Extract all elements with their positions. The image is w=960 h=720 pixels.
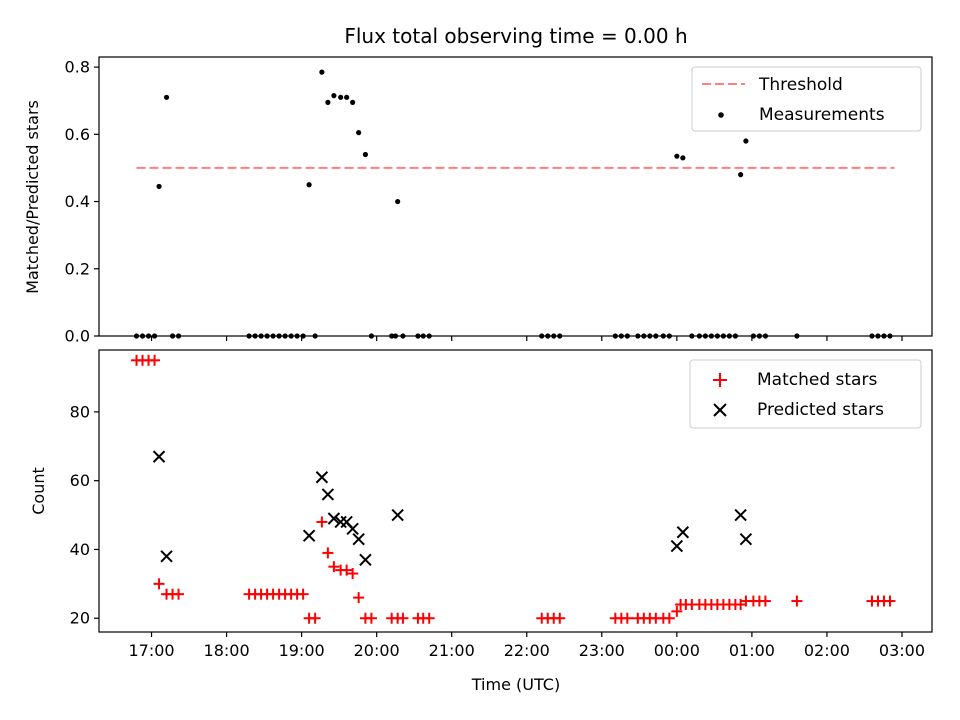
x-tick-label: 21:00 xyxy=(429,641,475,660)
x-tick-label: 17:00 xyxy=(128,641,174,660)
top-y-tick-label: 0.4 xyxy=(65,192,90,211)
matched-stars-point xyxy=(353,592,365,604)
matched-stars-point xyxy=(149,354,161,366)
predicted-stars-point xyxy=(346,522,359,536)
predicted-stars-point xyxy=(321,488,335,501)
x-tick-label: 01:00 xyxy=(729,641,775,660)
top-y-tick-label: 0.8 xyxy=(65,58,90,77)
matched-stars-point xyxy=(341,564,353,576)
measurement-point xyxy=(395,198,401,205)
measurement-point xyxy=(338,94,344,100)
top-legend-box xyxy=(691,66,922,132)
matched-stars-point xyxy=(423,612,435,624)
top-y-tick-label: 0.0 xyxy=(65,327,90,346)
predicted-stars-point xyxy=(739,532,753,546)
matched-stars-point xyxy=(791,595,803,607)
bottom-y-tick-label: 20 xyxy=(70,609,90,628)
predicted-stars-point xyxy=(391,508,404,522)
measurement-point xyxy=(356,130,362,136)
x-tick-label: 03:00 xyxy=(879,641,925,660)
top-axes: 0.0 0.2 0.4 0.6 0.8 xyxy=(65,58,903,346)
predicted-stars-point xyxy=(676,526,690,539)
measurement-point xyxy=(738,172,744,178)
top-panel: Matched/Predicted stars 0.00.20.40.60.8 … xyxy=(23,56,933,346)
matched-stars-point xyxy=(621,612,633,624)
x-tick-label: 23:00 xyxy=(579,641,625,660)
x-tick-label: 00:00 xyxy=(654,641,700,660)
x-tick-label: 19:00 xyxy=(279,641,325,660)
measurement-point xyxy=(743,138,749,144)
x-tick-label: 18:00 xyxy=(204,641,250,660)
predicted-stars-point xyxy=(352,532,365,546)
x-tick-label: 22:00 xyxy=(504,641,550,660)
legend-measurements-swatch xyxy=(718,112,724,118)
bottom-y-tick-label: 60 xyxy=(70,471,90,490)
x-tick-label: 20:00 xyxy=(354,641,400,660)
legend-matched-label: Matched stars xyxy=(757,370,877,390)
predicted-stars-point xyxy=(359,553,372,566)
legend-measurements-label: Measurements xyxy=(759,105,885,125)
bottom-plot-area xyxy=(131,354,896,624)
top-y-axis-label: Matched/Predicted stars xyxy=(23,100,42,294)
bottom-axes: 20 40 60 80 17:00 18:00 19:00 20:00 21:00 22:00 23… xyxy=(70,402,925,660)
predicted-stars-point xyxy=(160,550,173,563)
predicted-stars-point xyxy=(327,512,341,525)
predicted-stars-point xyxy=(152,450,166,463)
bottom-y-tick-label: 80 xyxy=(70,402,90,421)
matched-stars-point xyxy=(663,612,675,624)
matched-stars-point xyxy=(297,588,309,600)
measurement-point xyxy=(344,94,350,100)
legend-predicted-swatch xyxy=(713,403,727,417)
top-y-tick-label: 0.2 xyxy=(65,259,90,278)
top-panel-frame xyxy=(98,56,933,337)
top-legend: Threshold Measurements xyxy=(691,66,922,132)
legend-predicted-label: Predicted stars xyxy=(757,400,884,420)
measurement-point xyxy=(362,151,369,158)
matched-stars-point xyxy=(347,568,359,580)
chart-title: Flux total observing time = 0.00 h xyxy=(344,24,687,48)
predicted-stars-point xyxy=(302,529,316,542)
matched-stars-point xyxy=(397,612,409,624)
matched-stars-point xyxy=(153,578,165,590)
predicted-stars-point xyxy=(670,539,684,553)
measurement-point xyxy=(163,94,170,100)
measurement-point xyxy=(350,99,356,105)
measurement-point xyxy=(680,155,686,161)
x-tick-label: 02:00 xyxy=(804,641,850,660)
bottom-panel: Count Time (UTC) 20 40 60 80 17:00 18:00 19:00… xyxy=(29,349,933,694)
bottom-legend: Matched stars Predicted stars xyxy=(689,359,922,429)
measurement-point xyxy=(674,153,680,159)
measurement-point xyxy=(325,99,331,105)
top-y-tick-label: 0.6 xyxy=(65,125,90,144)
bottom-legend-box xyxy=(689,359,922,429)
measurement-point xyxy=(156,183,162,190)
matched-stars-point xyxy=(316,516,328,528)
legend-threshold-label: Threshold xyxy=(758,75,843,95)
matched-stars-point xyxy=(322,547,334,559)
bottom-y-axis-label: Count xyxy=(29,467,48,515)
measurement-point xyxy=(331,93,337,99)
bottom-y-tick-label: 40 xyxy=(70,540,90,559)
legend-matched-swatch xyxy=(713,373,727,387)
x-axis-label: Time (UTC) xyxy=(471,675,560,694)
matched-stars-point xyxy=(309,612,321,624)
matched-stars-point xyxy=(173,588,185,600)
matched-stars-point xyxy=(671,605,683,617)
measurement-point xyxy=(306,182,312,188)
matched-stars-point xyxy=(554,612,566,624)
matched-stars-point xyxy=(328,561,340,573)
matched-stars-point xyxy=(365,612,377,624)
bottom-panel-frame xyxy=(98,349,933,633)
measurement-point xyxy=(319,69,325,75)
matched-stars-point xyxy=(759,595,771,607)
predicted-stars-point xyxy=(734,508,747,522)
matched-stars-point xyxy=(884,595,896,607)
predicted-stars-point xyxy=(315,471,329,484)
